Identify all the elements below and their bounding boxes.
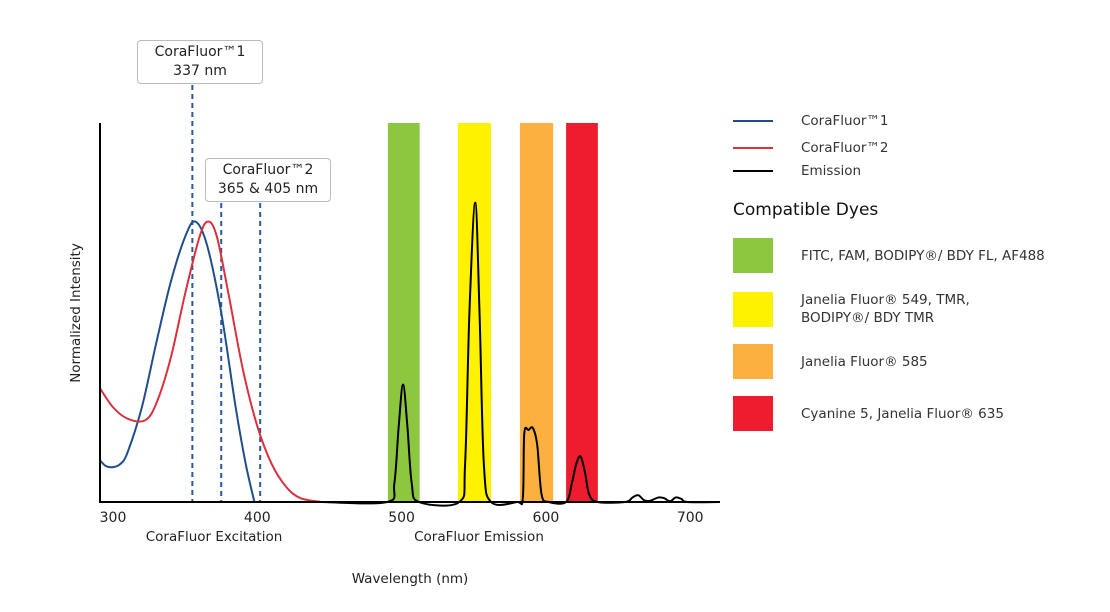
legend-label: Emission — [801, 163, 862, 179]
section-label-excitation: CoraFluor Excitation — [146, 529, 283, 545]
section-label-emission: CoraFluor Emission — [414, 529, 544, 545]
dye-legend-orange: Janelia Fluor® 585 — [733, 344, 928, 379]
dye-band-1 — [457, 123, 492, 502]
x-tick-label: 400 — [244, 510, 271, 526]
swatch-green — [733, 238, 773, 273]
x-tick-label: 300 — [100, 510, 127, 526]
dye-label: Janelia Fluor® 549, TMR, BODIPY®/ BDY TM… — [801, 292, 970, 326]
swatch-yellow — [733, 291, 773, 327]
annotation-corafluor2: CoraFluor™2 365 & 405 nm — [205, 158, 331, 202]
x-tick-label: 500 — [388, 510, 415, 526]
legend-label: CoraFluor™2 — [801, 140, 889, 156]
series-line-1 — [99, 220, 323, 503]
legend-label: CoraFluor™1 — [801, 113, 889, 129]
annotation-corafluor1-name: CoraFluor™1 — [154, 44, 246, 60]
dye-legend-green: FITC, FAM, BODIPY®/ BDY FL, AF488 — [733, 238, 1045, 273]
annotation-corafluor1-wavelength: 337 nm — [173, 63, 227, 79]
x-tick-label: 700 — [677, 510, 704, 526]
swatch-red — [733, 396, 773, 431]
y-axis-label: Normalized Intensity — [68, 243, 84, 383]
legend-line-red — [733, 147, 773, 149]
dye-label: FITC, FAM, BODIPY®/ BDY FL, AF488 — [801, 247, 1045, 264]
legend-line-blue — [733, 120, 773, 122]
annotation-corafluor2-name: CoraFluor™2 — [222, 162, 314, 178]
dye-legend-yellow: Janelia Fluor® 549, TMR, BODIPY®/ BDY TM… — [733, 291, 1031, 327]
legend-item-corafluor1: CoraFluor™1 — [733, 113, 888, 129]
annotation-corafluor2-wavelength: 365 & 405 nm — [217, 181, 319, 197]
legend-line-black — [733, 170, 773, 172]
x-tick-label: 600 — [533, 510, 560, 526]
dye-band-3 — [566, 123, 598, 502]
dye-legend-red: Cyanine 5, Janelia Fluor® 635 — [733, 396, 1004, 431]
dye-label: Cyanine 5, Janelia Fluor® 635 — [801, 405, 1004, 422]
dye-label: Janelia Fluor® 585 — [801, 353, 928, 370]
series-line-0 — [99, 220, 256, 503]
legend-item-corafluor2: CoraFluor™2 — [733, 140, 888, 156]
swatch-orange — [733, 344, 773, 379]
annotation-corafluor1: CoraFluor™1 337 nm — [137, 40, 263, 84]
dye-band-0 — [387, 123, 420, 502]
compatible-dyes-title: Compatible Dyes — [733, 200, 879, 220]
legend-item-emission: Emission — [733, 163, 861, 179]
x-axis-label: Wavelength (nm) — [352, 571, 469, 587]
